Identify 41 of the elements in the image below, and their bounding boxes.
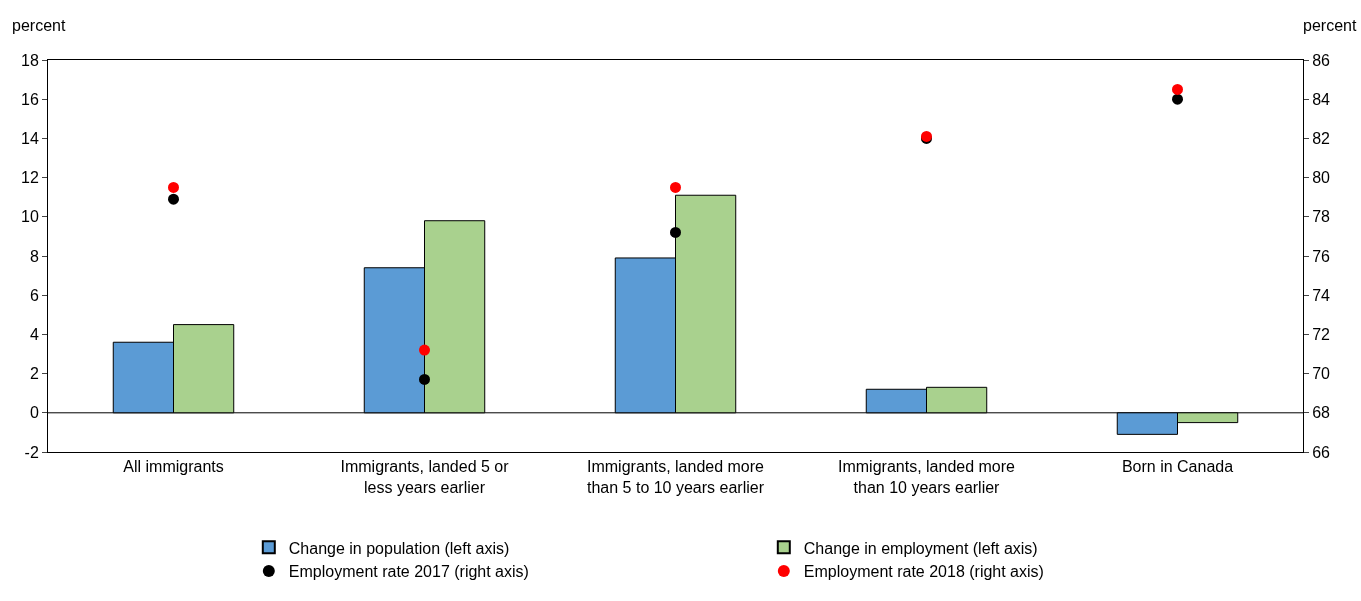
legend-label: Employment rate 2018 (right axis) (803, 563, 1044, 581)
point (1172, 93, 1183, 105)
x-tick-label: Born in Canada (1121, 458, 1234, 476)
point (419, 373, 430, 385)
y2-tick-label: 70 (1312, 365, 1331, 383)
legend-label: Change in employment (left axis) (803, 539, 1038, 557)
y-tick-label: 6 (29, 286, 39, 304)
y2-tick-label: 74 (1312, 286, 1331, 304)
y2-tick-label: 68 (1312, 404, 1331, 422)
y-tick-label: 10 (21, 208, 39, 226)
y2-tick-label: 80 (1312, 169, 1331, 187)
y-tick-label: 18 (21, 51, 39, 69)
point (670, 181, 681, 193)
y2-tick-label: 76 (1312, 247, 1331, 265)
y2-tick-label: 78 (1312, 208, 1331, 226)
y-tick-label: 12 (21, 169, 39, 187)
legend-label: Change in population (left axis) (288, 539, 510, 557)
point (168, 193, 179, 205)
point (419, 344, 430, 356)
y2-axis-title: percent (1303, 17, 1357, 34)
y2-tick-label: 66 (1312, 443, 1331, 461)
y-tick-label: 4 (29, 326, 39, 343)
y-tick-label: 8 (29, 247, 39, 265)
y-tick-label: 16 (21, 90, 39, 108)
y-tick-label: 2 (29, 365, 39, 383)
point (1172, 83, 1183, 95)
x-tick-label: All immigrants (123, 458, 224, 476)
y-tick-label: -2 (24, 443, 39, 461)
point (670, 226, 681, 238)
y-tick-label: 14 (21, 130, 39, 147)
y-axis-title: percent (12, 17, 66, 34)
x-tick-label: Immigrants, landed 5 or less years earlier (340, 458, 510, 496)
y2-tick-label: 82 (1312, 130, 1331, 147)
y2-tick-label: 86 (1312, 51, 1331, 69)
x-tick-label: Immigrants, landed more than 5 to 10 years earlier (587, 458, 765, 496)
x-tick-label: Immigrants, landed more than 10 years earlier (838, 458, 1016, 496)
legend-label: Employment rate 2017 (right axis) (288, 563, 529, 581)
point (168, 181, 179, 193)
y2-tick-label: 72 (1312, 326, 1331, 343)
y-tick-label: 0 (29, 404, 39, 422)
y2-tick-label: 84 (1312, 90, 1331, 108)
